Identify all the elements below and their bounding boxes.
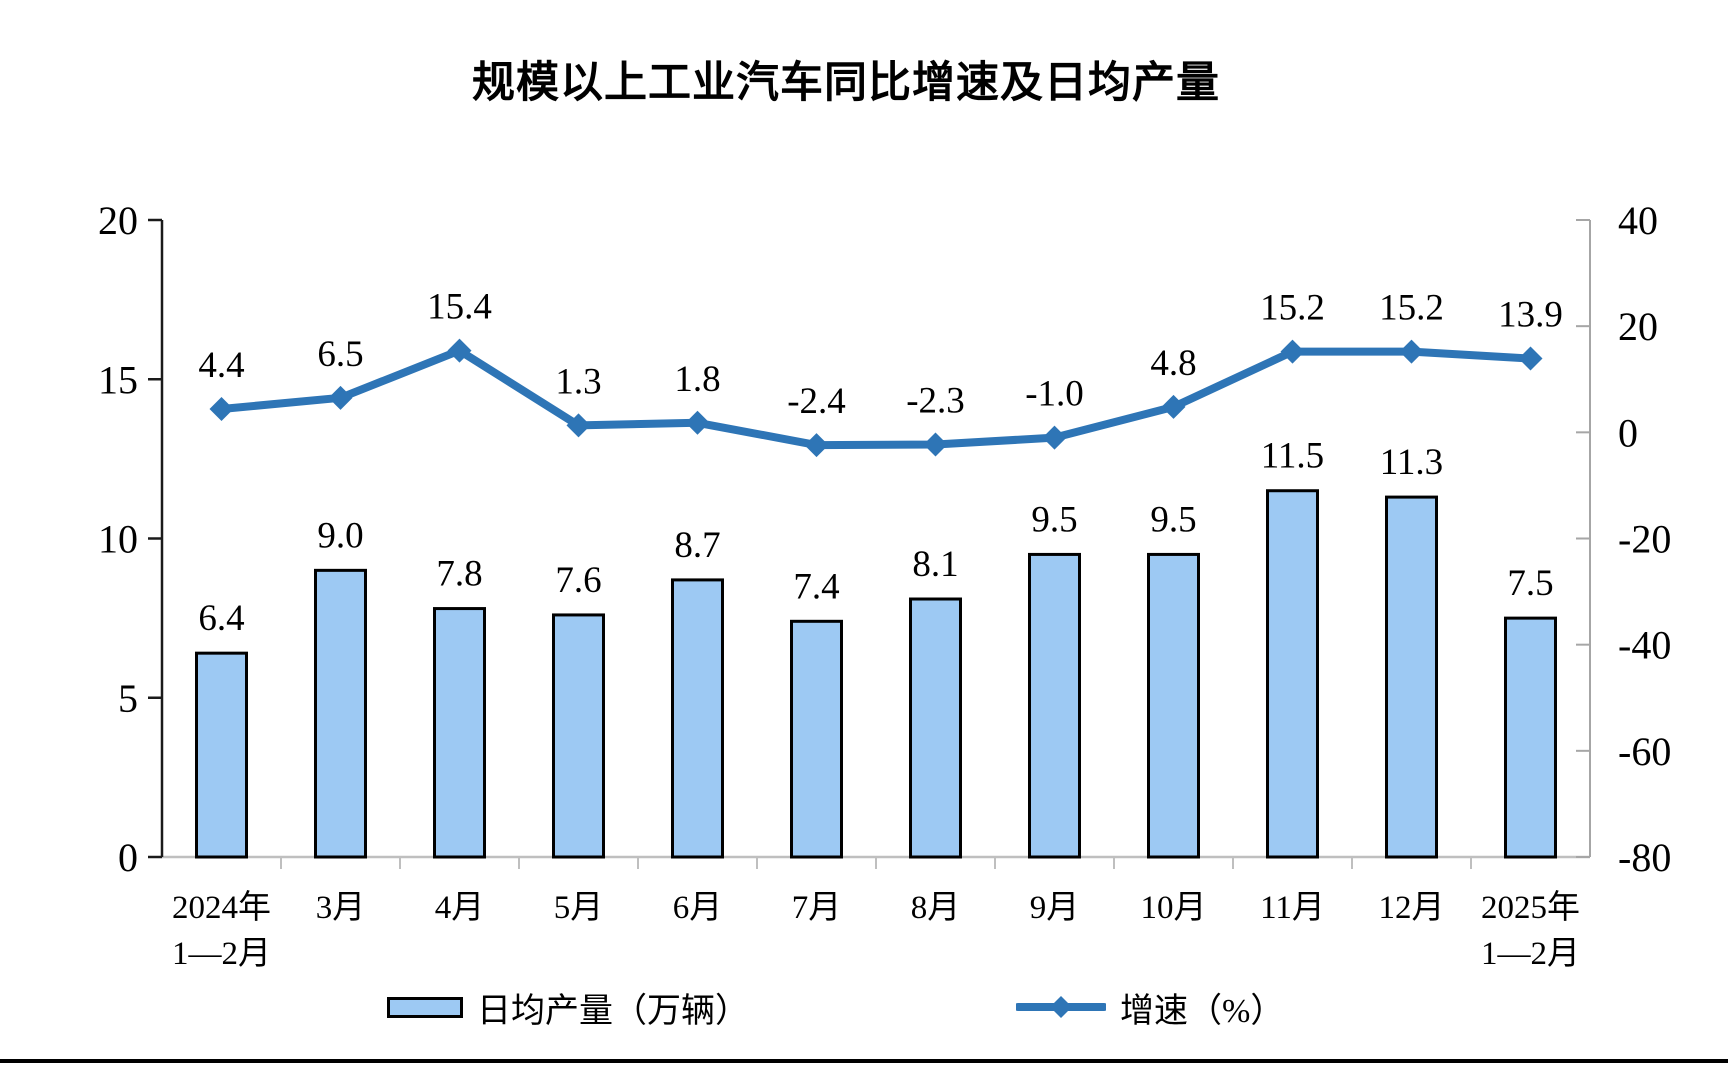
chart-title: 规模以上工业汽车同比增速及日均产量 [472,59,1220,107]
line-data-label: 15.2 [1260,288,1325,329]
line-data-label: 1.3 [555,361,601,402]
bar [1028,552,1081,859]
bar-data-label: 9.5 [1150,499,1196,540]
right-axis-tick-label: 0 [1618,410,1638,455]
line-data-label: -2.3 [906,381,965,422]
bar-data-label: 8.7 [674,525,720,566]
right-axis-tick-label: -80 [1618,835,1671,880]
right-axis-tick-label: 20 [1618,304,1658,349]
bar [195,651,248,859]
legend-line-diamond [1050,996,1072,1018]
legend-item-growth-rate: 增速（%） [1016,989,1284,1030]
line-data-label: -2.4 [787,381,846,422]
bar [790,619,843,859]
right-axis-tick-label: 40 [1618,198,1658,243]
left-axis-tick-label: 0 [118,835,138,880]
x-axis-category-label: 6月 [673,890,723,926]
x-axis-category-label: 2025年 1—2月 [1481,889,1580,972]
line-marker-diamond [447,338,472,363]
x-axis-category-label: 7月 [792,890,842,926]
line-marker-diamond [1399,339,1424,364]
bar-data-label: 11.5 [1261,436,1324,477]
x-axis-category-label: 5月 [554,890,604,926]
bar-data-label: 7.5 [1507,563,1553,604]
line-marker-diamond [328,385,353,410]
left-axis-tick-label: 20 [98,198,138,243]
line-data-label: 15.2 [1379,288,1444,329]
legend-label-growth-rate: 增速（%） [1120,992,1285,1030]
bar [314,568,367,859]
line-marker-diamond [1161,394,1186,419]
line-marker-diamond [1042,425,1067,450]
line-marker-diamond [1518,346,1543,371]
bar-data-label: 7.6 [555,560,601,601]
left-axis-tick-label: 10 [98,517,138,562]
line-data-label: 13.9 [1498,295,1563,336]
x-axis-category-label: 12月 [1379,890,1445,926]
bar [671,578,724,859]
right-axis-tick-label: -60 [1618,729,1671,774]
legend-item-daily-output: 日均产量（万辆） [387,989,749,1030]
line-data-label: 15.4 [427,287,492,328]
line-data-label: 4.8 [1150,343,1196,384]
x-axis-category-label: 8月 [911,890,961,926]
x-axis-category-label: 2024年 1—2月 [172,889,271,972]
bar-data-label: 7.8 [436,554,482,595]
bar [1385,495,1438,859]
left-axis-tick-label: 5 [118,676,138,721]
line-marker-diamond [923,432,948,457]
x-axis-category-label: 11月 [1260,890,1325,926]
bar [552,613,605,859]
bottom-divider [0,1059,1728,1063]
growth-line [217,346,1535,450]
bar [1147,552,1200,859]
line-series-swatch-icon [1016,996,1106,1018]
x-axis-category-label: 9月 [1030,890,1080,926]
bar-data-label: 6.4 [198,598,244,639]
line-marker-diamond [209,396,234,421]
bar-data-label: 8.1 [912,544,958,585]
bar-data-label: 9.0 [317,515,363,556]
bar-data-label: 9.5 [1031,499,1077,540]
right-axis-tick-label: -20 [1618,517,1671,562]
bar [1504,616,1557,859]
line-marker-diamond [804,433,829,458]
x-axis-category-label: 4月 [435,890,485,926]
x-axis-category-label: 10月 [1141,890,1207,926]
bar-series-swatch-icon [387,996,463,1018]
left-axis-tick-label: 15 [98,357,138,402]
legend-label-daily-output: 日均产量（万辆） [477,992,749,1030]
right-axis-tick-label: -40 [1618,623,1671,668]
line-data-label: -1.0 [1025,374,1084,415]
bar [1266,489,1319,859]
line-marker-diamond [1280,339,1305,364]
x-axis-category-label: 3月 [316,890,366,926]
bar-data-label: 7.4 [793,566,839,607]
bar [433,607,486,859]
line-marker-diamond [566,413,591,438]
line-data-label: 1.8 [674,359,720,400]
line-data-label: 4.4 [198,345,244,386]
bar-data-label: 11.3 [1380,442,1443,483]
line-data-label: 6.5 [317,334,363,375]
line-marker-diamond [685,410,710,435]
bar [909,597,962,859]
